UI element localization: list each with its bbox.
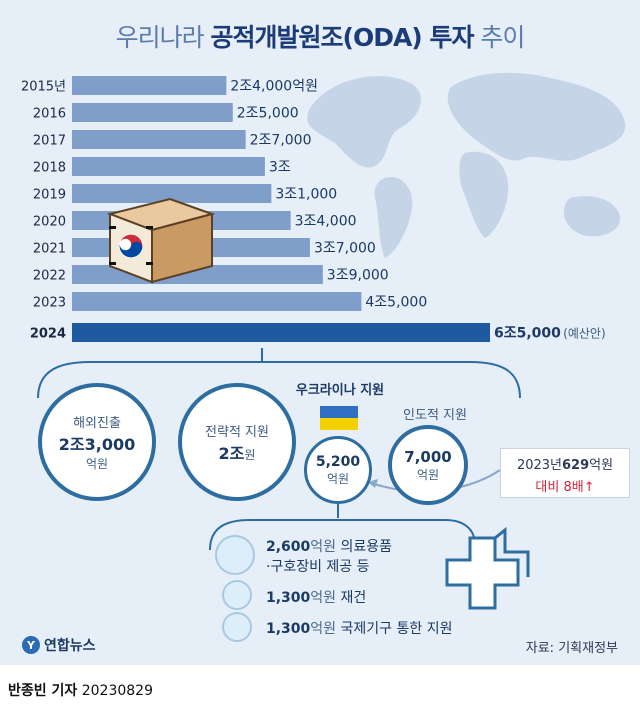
overseas-amount: 2조3,000 <box>58 435 136 454</box>
publish-date: 20230829 <box>81 683 153 699</box>
logo-mark: Y <box>22 636 40 654</box>
ukraine-item-1-amount: 2,600 <box>266 539 311 555</box>
data-label-note: (예산안) <box>563 327 605 341</box>
bar <box>72 184 272 203</box>
yonhap-logo: Y 연합뉴스 <box>22 635 96 655</box>
world-map-background <box>307 72 626 258</box>
humanitarian-amount: 7,000 <box>404 447 452 466</box>
bar <box>72 130 246 149</box>
ukraine-item-3-bullet <box>222 612 252 642</box>
category-label: 2022 <box>33 269 66 284</box>
category-label: 2023 <box>33 296 66 311</box>
data-label: 3조 <box>269 160 291 176</box>
source-label: 자료: 기획재정부 <box>525 641 618 656</box>
author-name: 반종빈 기자 <box>8 683 78 699</box>
strategic-unit: 원 <box>244 447 256 462</box>
footer-credit: 반종빈 기자 20230829 <box>8 680 153 700</box>
korea-flag-box-icon <box>106 197 216 284</box>
ukraine-amount: 5,200 <box>315 453 361 470</box>
ukraine-flag-icon <box>320 406 358 430</box>
page-title: 우리나라 공적개발원조(ODA) 투자 추이 <box>0 18 640 54</box>
data-label: 3조4,000 <box>295 214 357 230</box>
humanitarian-circle: 7,000 억원 <box>388 425 468 505</box>
strategic-amount: 2조 <box>218 443 245 463</box>
overseas-unit: 억원 <box>85 457 109 471</box>
overseas-circle: 해외진출 2조3,000 억원 <box>38 383 156 501</box>
medical-cross-icon <box>445 526 530 610</box>
ukraine-item-3-amount: 1,300 <box>266 621 311 637</box>
comparison-badge: 2023년629억원 대비 8배↑ <box>500 448 630 498</box>
bar <box>72 103 233 122</box>
ukraine-circle: 5,200 억원 <box>304 436 372 504</box>
bar <box>72 323 490 342</box>
bar <box>72 157 265 176</box>
comparison-unit: 억원 <box>589 458 614 473</box>
data-label: 4조5,000 <box>365 295 427 311</box>
data-label: 2조7,000 <box>250 133 312 149</box>
ukraine-item-1: 2,600억원 의료용품 <box>266 536 392 556</box>
category-label: 2019 <box>33 188 66 203</box>
comparison-prefix: 2023년 <box>516 458 562 473</box>
data-label: 2조5,000 <box>237 106 299 122</box>
ukraine-label: 우크라이나 지원 <box>295 383 385 398</box>
bar <box>72 76 227 95</box>
category-label: 2024 <box>30 327 66 342</box>
category-label: 2015년 <box>21 80 66 95</box>
ukraine-item-2: 1,300억원 재건 <box>266 587 366 607</box>
data-label: 2조4,000억원 <box>230 79 318 95</box>
category-label: 2018 <box>33 161 66 176</box>
logo-text: 연합뉴스 <box>44 638 96 654</box>
data-label: 6조5,000 <box>494 326 561 342</box>
comparison-amount: 629 <box>561 458 590 473</box>
ukraine-item-1-text: 의료용품 <box>340 539 393 555</box>
oda-bar-chart: 2015년 2조4,000억원 2016 2조5,000 2017 2조7,000 2018… <box>21 76 606 342</box>
comparison-line2: 대비 8배↑ <box>535 480 595 495</box>
ukraine-item-3-text: 국제기구 통한 지원 <box>340 621 453 637</box>
ukraine-unit: 억원 <box>326 471 350 486</box>
data-label: 3조9,000 <box>327 268 389 284</box>
category-label: 2016 <box>33 107 66 122</box>
ukraine-item-1-unit: 억원 <box>310 539 337 555</box>
category-label: 2020 <box>33 215 66 230</box>
ukraine-item-3: 1,300억원 국제기구 통한 지원 <box>266 618 452 638</box>
ukraine-item-2-text: 재건 <box>340 590 367 606</box>
data-label: 3조7,000 <box>314 241 376 257</box>
ukraine-item-2-amount: 1,300 <box>266 590 311 606</box>
ukraine-item-2-unit: 억원 <box>310 590 337 606</box>
ukraine-item-1-line2: ·구호장비 제공 등 <box>266 559 370 575</box>
data-label: 3조1,000 <box>275 187 337 203</box>
ukraine-item-1-bullet <box>215 535 255 575</box>
strategic-circle: 전략적 지원 2조원 <box>178 383 296 501</box>
breakdown-connectors <box>37 348 530 610</box>
bar <box>72 292 362 311</box>
category-label: 2021 <box>33 242 66 257</box>
title-light-end: 추이 <box>480 23 525 52</box>
strategic-label: 전략적 지원 <box>205 424 269 440</box>
overseas-label: 해외진출 <box>73 416 121 431</box>
infographic-frame: 우리나라 공적개발원조(ODA) 투자 추이 2015년 2조4,000억원 201… <box>0 0 640 665</box>
ukraine-item-2-bullet <box>222 580 252 610</box>
ukraine-item-3-unit: 억원 <box>310 621 337 637</box>
title-bold-part: 공적개발원조(ODA) 투자 <box>210 23 475 52</box>
humanitarian-label: 인도적 지원 <box>403 408 467 423</box>
title-light-part: 우리나라 <box>115 23 205 52</box>
category-label: 2017 <box>33 134 66 149</box>
humanitarian-unit: 억원 <box>416 467 440 482</box>
